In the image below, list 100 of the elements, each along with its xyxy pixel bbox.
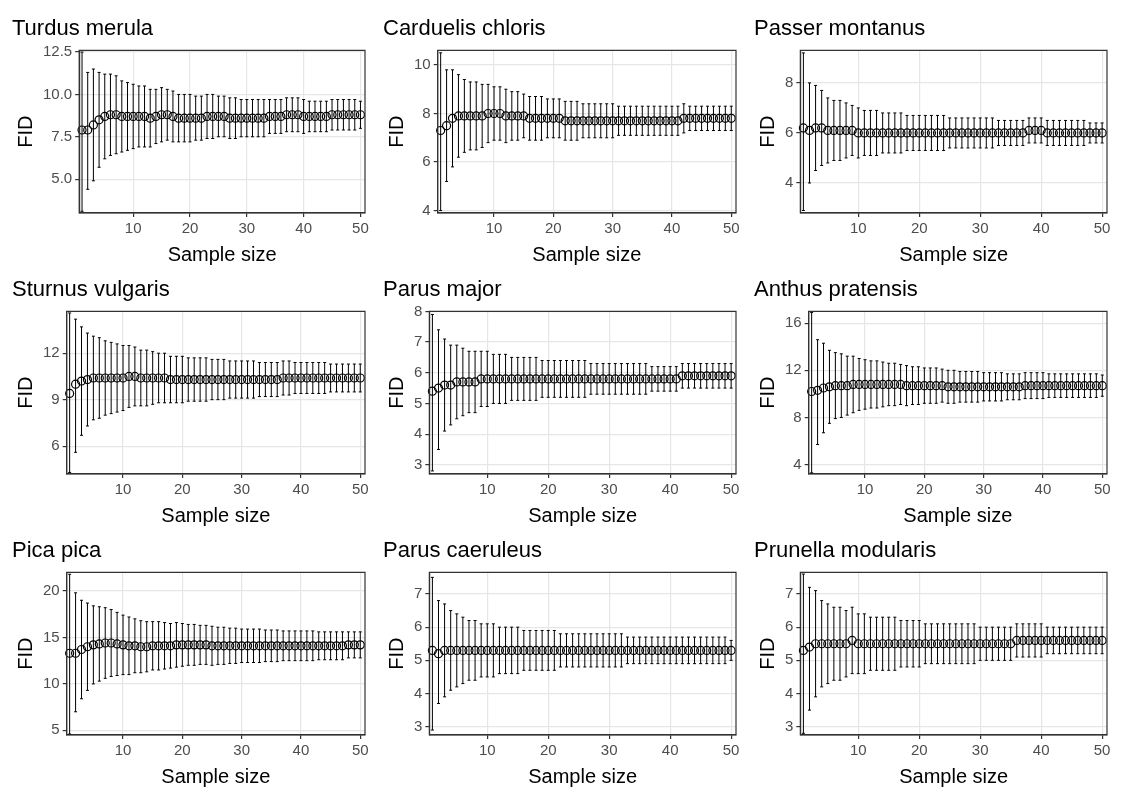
chart-title: Prunella modularis (754, 537, 937, 563)
y-tick-label: 6 (422, 152, 431, 170)
x-axis-title: Sample size (167, 242, 277, 265)
point (82, 374, 93, 385)
point (513, 374, 523, 384)
x-tick-label: 10 (849, 741, 867, 759)
point (1050, 381, 1060, 391)
point (1026, 381, 1036, 391)
point (128, 111, 138, 122)
y-tick-label: 10 (43, 674, 60, 692)
point (708, 371, 718, 381)
point (427, 386, 437, 396)
point (1085, 381, 1095, 391)
point (284, 373, 294, 383)
y-tick-label: 3 (414, 716, 423, 734)
chart-title: Carduelis chloris (383, 15, 546, 41)
point (88, 373, 98, 383)
point (308, 641, 318, 651)
point (926, 639, 937, 649)
point (326, 373, 336, 383)
point (1079, 381, 1090, 391)
y-axis-title: FID (755, 115, 778, 148)
y-axis-title: FID (13, 115, 36, 148)
point (344, 110, 354, 120)
point (195, 640, 205, 650)
point (171, 374, 181, 385)
point (519, 374, 529, 384)
point (653, 374, 663, 384)
point (1091, 381, 1101, 391)
x-tick-label: 30 (975, 480, 992, 498)
point (191, 113, 201, 123)
point (641, 374, 651, 384)
point (343, 373, 353, 383)
point (201, 374, 211, 385)
point (702, 371, 712, 381)
x-tick-label: 50 (351, 741, 369, 759)
point (890, 379, 900, 390)
point (1060, 635, 1071, 646)
y-tick-label: 7 (785, 584, 794, 602)
point (254, 641, 265, 651)
point (824, 382, 835, 392)
x-tick-label: 40 (295, 219, 312, 237)
point (304, 111, 314, 122)
x-tick-label: 50 (351, 480, 369, 498)
point (1030, 635, 1040, 646)
point (225, 374, 235, 385)
point (810, 639, 821, 649)
point (525, 374, 535, 384)
y-tick-label: 8 (793, 407, 802, 425)
point (70, 648, 81, 658)
point (1097, 381, 1107, 391)
y-tick-label: 6 (785, 617, 794, 635)
point (156, 110, 167, 120)
point (77, 125, 87, 135)
y-axis-title: FID (13, 637, 36, 670)
y-axis-title: FID (384, 376, 407, 409)
point (248, 374, 259, 385)
point (196, 113, 206, 123)
point (333, 110, 343, 120)
point (168, 111, 178, 122)
y-tick-label: 8 (422, 103, 431, 121)
point (165, 374, 176, 385)
point (446, 380, 456, 390)
x-tick-label: 20 (181, 219, 199, 237)
point (355, 373, 365, 383)
point (598, 374, 608, 384)
chart-title: Sturnus vulgaris (12, 276, 170, 302)
point (961, 382, 971, 392)
y-tick-label: 10.0 (42, 84, 73, 102)
point (622, 374, 633, 384)
point (494, 374, 505, 384)
point (580, 374, 590, 384)
point (266, 641, 276, 651)
point (70, 379, 81, 389)
point (896, 379, 906, 390)
x-tick-label: 40 (1032, 741, 1050, 759)
point (973, 382, 983, 392)
point (932, 639, 943, 649)
point (671, 374, 681, 384)
point (296, 373, 306, 383)
point (314, 641, 324, 651)
x-tick-label: 20 (910, 219, 928, 237)
point (179, 113, 189, 123)
point (1002, 382, 1012, 392)
point (949, 382, 959, 392)
point (531, 374, 541, 384)
point (310, 111, 320, 122)
point (254, 374, 265, 385)
point (1032, 381, 1042, 391)
point (118, 640, 128, 650)
point (343, 640, 353, 650)
x-tick-label: 10 (849, 219, 867, 237)
point (207, 374, 217, 385)
point (1006, 639, 1016, 649)
point (213, 641, 223, 651)
point (183, 374, 193, 385)
y-axis-title: FID (755, 637, 778, 670)
x-axis-title: Sample size (161, 503, 271, 526)
point (604, 374, 614, 384)
point (890, 639, 900, 649)
